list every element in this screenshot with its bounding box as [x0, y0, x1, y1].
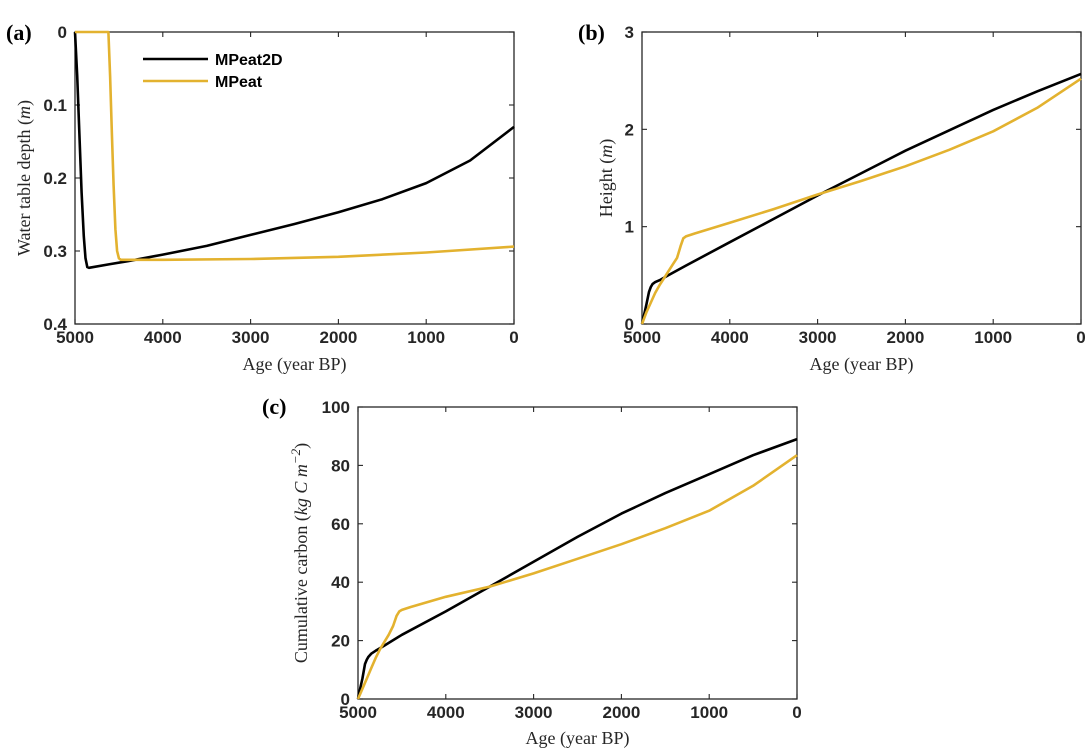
panel-a: 5000 4000 3000 2000 1000 0 0 0.1 0.2 0.3 0.4 Age (y…	[6, 20, 519, 375]
legend: MPeat2D MPeat	[143, 52, 283, 91]
x-tick-label: 1000	[407, 328, 445, 347]
y-tick-label: 60	[331, 515, 350, 534]
x-tick-label: 1000	[690, 703, 728, 722]
plot-frame	[357, 406, 798, 700]
x-tick-label: 3000	[232, 328, 270, 347]
y-tick-label: 0.3	[43, 242, 67, 261]
y-tick-label: 0.2	[43, 169, 67, 188]
panel-c: 5000 4000 3000 2000 1000 0 0 20 40 60 80 100 Age (ye…	[262, 394, 802, 749]
x-tick-label: 0	[1076, 328, 1085, 347]
x-axis-label: Age (year BP)	[526, 728, 630, 749]
panel-label: (c)	[262, 394, 286, 419]
x-tick-label: 4000	[711, 328, 749, 347]
y-tick-label: 80	[331, 456, 350, 475]
y-tick-label: 0	[625, 315, 634, 334]
series-line-mpeat2d	[356, 437, 798, 700]
plot-frame	[74, 31, 515, 325]
series-line-mpeat	[640, 77, 1082, 325]
y-axis-label: Water table depth (m)	[14, 100, 35, 256]
x-tick-label: 4000	[427, 703, 465, 722]
series-line-mpeat2d	[640, 72, 1082, 325]
x-tick-label: 0	[509, 328, 518, 347]
x-tick-label: 3000	[799, 328, 837, 347]
x-axis-label: Age (year BP)	[810, 354, 914, 375]
plot-frame	[641, 31, 1082, 325]
y-tick-label: 0	[341, 690, 350, 709]
x-tick-label: 2000	[319, 328, 357, 347]
panel-b: 5000 4000 3000 2000 1000 0 0 1 2 3 Age (year BP) He…	[578, 20, 1086, 375]
y-tick-label: 40	[331, 573, 350, 592]
x-tick-label: 0	[792, 703, 801, 722]
y-axis-label: Cumulative carbon (kg C m−2)	[288, 443, 312, 663]
y-axis-label: Height (m)	[596, 139, 617, 217]
x-tick-label: 5000	[339, 703, 377, 722]
series-line-mpeat	[75, 30, 515, 262]
y-tick-label: 3	[625, 23, 634, 42]
x-tick-label: 4000	[144, 328, 182, 347]
x-tick-label: 1000	[974, 328, 1012, 347]
x-tick-label: 2000	[886, 328, 924, 347]
y-tick-label: 2	[625, 120, 634, 139]
x-axis-label: Age (year BP)	[243, 354, 347, 375]
panel-label: (a)	[6, 20, 32, 45]
x-tick-label: 3000	[515, 703, 553, 722]
series-line-mpeat2d	[73, 31, 515, 270]
y-tick-label: 100	[322, 398, 350, 417]
series-line-mpeat	[356, 454, 798, 700]
legend-label-mpeat2d: MPeat2D	[215, 52, 283, 69]
y-tick-label: 20	[331, 632, 350, 651]
legend-label-mpeat: MPeat	[215, 74, 263, 91]
y-tick-label: 0	[58, 23, 67, 42]
x-tick-label: 5000	[56, 328, 94, 347]
y-tick-label: 0.1	[43, 96, 67, 115]
y-tick-label: 0.4	[43, 315, 67, 334]
x-tick-label: 2000	[602, 703, 640, 722]
x-tick-label: 5000	[623, 328, 661, 347]
panel-label: (b)	[578, 20, 605, 45]
y-tick-label: 1	[625, 218, 634, 237]
